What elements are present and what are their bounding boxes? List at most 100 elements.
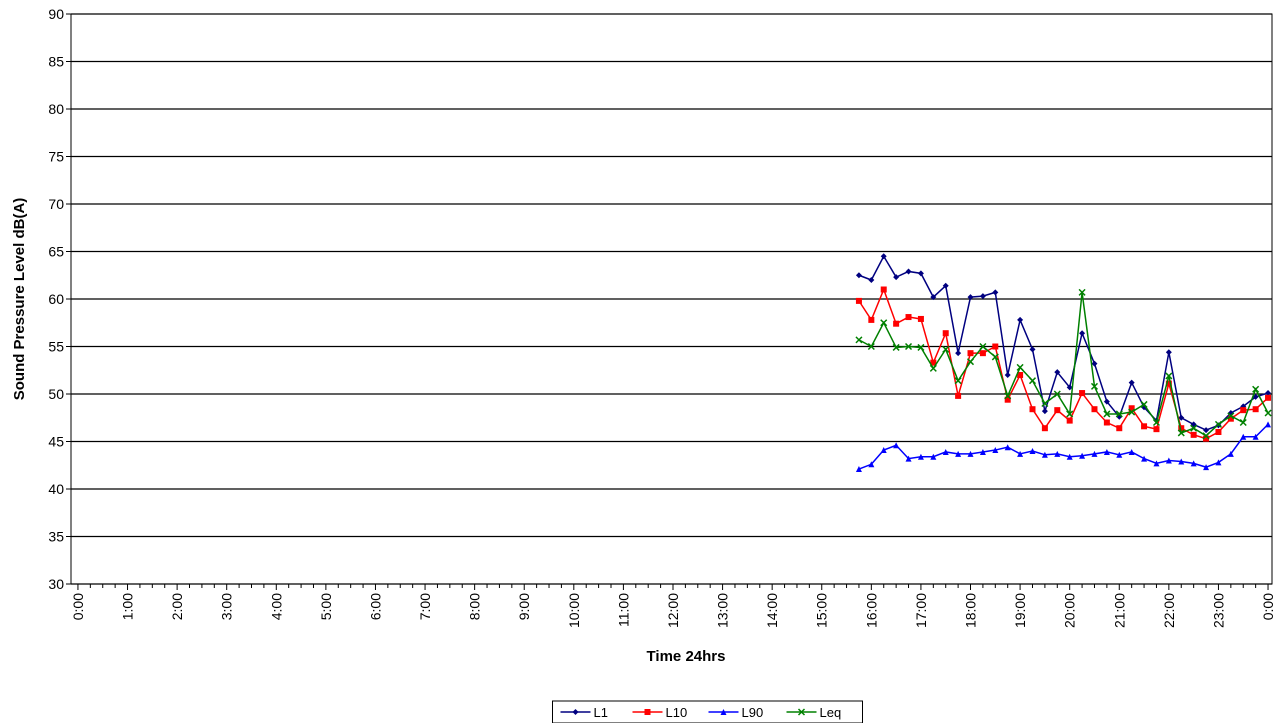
y-tick-label: 75 bbox=[48, 149, 64, 165]
marker bbox=[1116, 451, 1123, 458]
x-tick-label: 16:00 bbox=[863, 593, 879, 628]
marker bbox=[930, 453, 937, 460]
marker bbox=[930, 359, 937, 366]
marker bbox=[855, 466, 862, 473]
y-tick-label: 90 bbox=[48, 6, 64, 22]
legend-label: L90 bbox=[742, 705, 764, 720]
marker bbox=[1227, 450, 1234, 457]
x-tick-label: 6:00 bbox=[367, 593, 383, 620]
legend-label: L10 bbox=[666, 705, 688, 720]
marker bbox=[867, 342, 875, 351]
x-tick-label: 3:00 bbox=[219, 593, 235, 620]
marker bbox=[1215, 459, 1222, 466]
marker bbox=[1066, 417, 1073, 424]
marker bbox=[868, 316, 875, 323]
marker bbox=[1041, 425, 1048, 432]
marker bbox=[1240, 433, 1247, 440]
x-tick-label: 23:00 bbox=[1210, 593, 1226, 628]
marker bbox=[967, 350, 974, 357]
marker bbox=[955, 450, 962, 457]
marker bbox=[868, 277, 875, 283]
marker bbox=[1115, 410, 1123, 418]
marker bbox=[893, 274, 900, 281]
marker bbox=[1016, 363, 1024, 371]
marker bbox=[942, 282, 949, 289]
marker bbox=[1128, 408, 1136, 416]
x-tick-label: 18:00 bbox=[963, 593, 979, 628]
marker bbox=[955, 350, 962, 357]
x-tick-label: 17:00 bbox=[913, 593, 929, 628]
x-tick-label: 13:00 bbox=[715, 593, 731, 628]
marker bbox=[893, 320, 900, 327]
marker bbox=[720, 709, 727, 715]
marker bbox=[1091, 450, 1098, 457]
marker bbox=[1190, 431, 1197, 438]
marker bbox=[1103, 419, 1110, 426]
marker bbox=[1017, 316, 1024, 323]
marker bbox=[1004, 392, 1012, 400]
marker bbox=[855, 297, 862, 304]
marker bbox=[880, 253, 887, 260]
y-tick-label: 50 bbox=[48, 386, 64, 402]
marker bbox=[1066, 410, 1074, 418]
marker bbox=[1202, 432, 1210, 440]
x-tick-label: 22:00 bbox=[1161, 593, 1177, 628]
x-tick-label: 2:00 bbox=[169, 593, 185, 620]
marker bbox=[1128, 448, 1135, 455]
marker bbox=[992, 447, 999, 454]
marker bbox=[1252, 433, 1259, 440]
marker bbox=[905, 455, 912, 462]
marker bbox=[1141, 455, 1148, 462]
y-tick-label: 30 bbox=[48, 576, 64, 592]
x-tick-label: 5:00 bbox=[318, 593, 334, 620]
marker bbox=[905, 314, 912, 321]
marker bbox=[1103, 398, 1110, 405]
marker bbox=[1265, 421, 1272, 428]
y-axis-title: Sound Pressure Level dB(A) bbox=[11, 198, 28, 401]
marker bbox=[1028, 377, 1037, 385]
x-axis-title: Time 24hrs bbox=[647, 648, 726, 665]
marker bbox=[1203, 435, 1210, 442]
marker bbox=[1152, 418, 1160, 427]
legend-label: Leq bbox=[820, 705, 842, 720]
marker bbox=[905, 268, 912, 275]
marker bbox=[1103, 448, 1110, 455]
marker bbox=[1066, 384, 1073, 391]
marker bbox=[930, 294, 937, 301]
marker bbox=[880, 447, 887, 454]
marker bbox=[1066, 453, 1073, 460]
marker bbox=[904, 342, 913, 351]
marker bbox=[855, 336, 863, 344]
marker bbox=[1265, 394, 1272, 401]
x-tick-label: 10:00 bbox=[566, 593, 582, 628]
marker bbox=[1128, 379, 1135, 386]
marker bbox=[1041, 408, 1048, 415]
marker bbox=[893, 442, 900, 449]
marker bbox=[1178, 425, 1185, 432]
marker bbox=[1141, 423, 1148, 430]
marker bbox=[1029, 346, 1036, 353]
marker bbox=[1029, 448, 1036, 454]
marker bbox=[1079, 330, 1086, 337]
marker bbox=[1116, 425, 1123, 432]
legend: L1 L10 L90 Leq bbox=[552, 700, 863, 723]
marker bbox=[942, 345, 950, 353]
marker bbox=[1054, 369, 1061, 376]
marker bbox=[1140, 400, 1148, 408]
marker bbox=[966, 358, 975, 366]
x-tick-label: 8:00 bbox=[467, 593, 483, 620]
marker bbox=[644, 709, 651, 715]
marker bbox=[1190, 424, 1198, 432]
marker bbox=[1239, 418, 1247, 427]
y-tick-label: 35 bbox=[48, 529, 64, 545]
legend-box bbox=[552, 700, 863, 723]
x-tick-label: 20:00 bbox=[1062, 593, 1078, 628]
series-line bbox=[858, 287, 1269, 440]
marker bbox=[1165, 380, 1172, 387]
marker bbox=[1190, 460, 1197, 467]
marker bbox=[1103, 410, 1111, 418]
marker bbox=[1017, 450, 1024, 457]
marker bbox=[1053, 390, 1061, 398]
marker bbox=[1227, 412, 1235, 420]
